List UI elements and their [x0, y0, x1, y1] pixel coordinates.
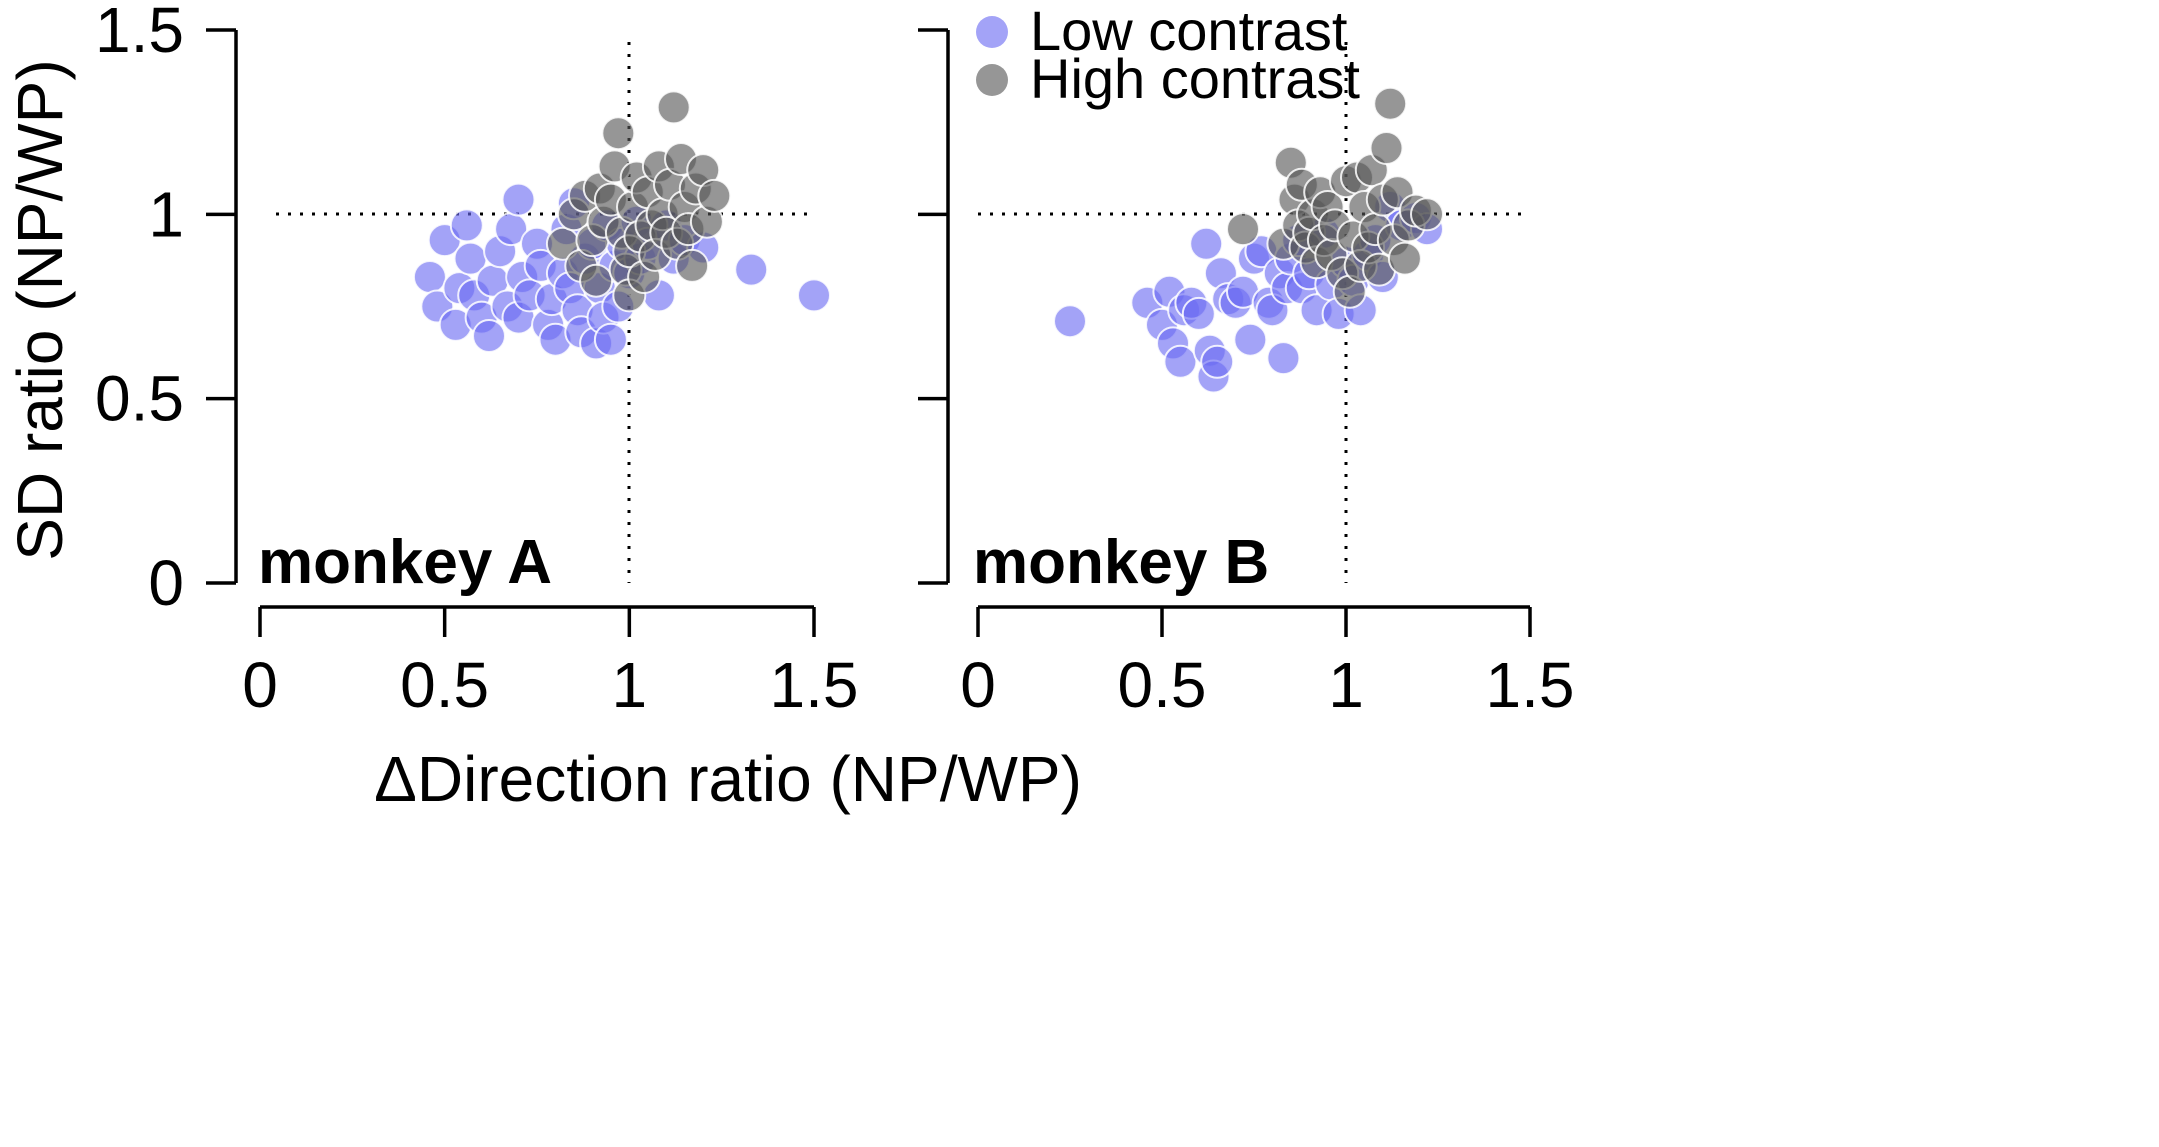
- x-tick-label: 0: [960, 649, 996, 721]
- x-axis-title: ΔDirection ratio (NP/WP): [374, 743, 1082, 815]
- points-group: [412, 90, 831, 361]
- point-high-contrast: [601, 116, 636, 151]
- panel-monkey-a: 0 0.5 1 1.5 0 0.5 1 1.5 monkey A: [95, 0, 858, 721]
- point-low-contrast: [1266, 341, 1301, 376]
- point-low-contrast: [501, 182, 536, 217]
- x-tick-label: 1: [612, 649, 648, 721]
- x-tick-label: 1.5: [770, 649, 859, 721]
- y-tick-label: 0: [148, 547, 184, 619]
- x-tick-label: 0: [242, 649, 278, 721]
- x-ticks: 0 0.5 1 1.5: [242, 607, 858, 721]
- point-low-contrast: [1163, 344, 1198, 379]
- x-tick-label: 1: [1328, 649, 1364, 721]
- point-high-contrast: [579, 263, 614, 298]
- legend: Low contrast High contrast: [976, 0, 1360, 110]
- point-low-contrast: [1181, 296, 1216, 331]
- y-axis-title: SD ratio (NP/WP): [4, 59, 76, 560]
- legend-marker-high-contrast: [976, 64, 1008, 96]
- point-high-contrast: [1373, 86, 1408, 121]
- point-low-contrast: [1189, 226, 1224, 261]
- x-tick-label: 0.5: [1118, 649, 1207, 721]
- y-ticks: [918, 28, 948, 585]
- point-low-contrast: [593, 322, 628, 357]
- point-high-contrast: [1226, 212, 1260, 247]
- point-low-contrast: [734, 252, 769, 287]
- panel-label-monkey-b: monkey B: [973, 528, 1269, 597]
- legend-label-high-contrast: High contrast: [1030, 47, 1360, 110]
- point-low-contrast: [449, 208, 484, 243]
- y-tick-label: 1: [148, 178, 184, 250]
- panel-label-monkey-a: monkey A: [258, 528, 552, 597]
- points-group: [1053, 86, 1444, 394]
- point-high-contrast: [1387, 241, 1422, 276]
- point-low-contrast: [1200, 344, 1235, 379]
- point-low-contrast: [797, 278, 831, 313]
- point-low-contrast: [1233, 322, 1268, 357]
- legend-label-low-contrast: Low contrast: [1030, 0, 1348, 62]
- y-tick-label: 1.5: [95, 0, 184, 66]
- point-low-contrast: [412, 260, 447, 294]
- y-ticks: 0 0.5 1 1.5: [95, 0, 236, 619]
- point-high-contrast: [675, 248, 710, 283]
- x-tick-label: 0.5: [400, 649, 489, 721]
- point-high-contrast: [697, 178, 732, 213]
- point-low-contrast: [1053, 304, 1087, 339]
- legend-marker-low-contrast: [976, 16, 1008, 48]
- x-ticks: 0 0.5 1 1.5: [960, 607, 1574, 721]
- point-high-contrast: [1410, 197, 1444, 232]
- point-high-contrast: [656, 90, 691, 125]
- y-tick-label: 0.5: [95, 363, 184, 435]
- x-tick-label: 1.5: [1486, 649, 1575, 721]
- point-low-contrast: [472, 319, 506, 353]
- panel-monkey-b: 0 0.5 1 1.5 monkey B: [918, 28, 1574, 721]
- point-high-contrast: [1369, 131, 1404, 165]
